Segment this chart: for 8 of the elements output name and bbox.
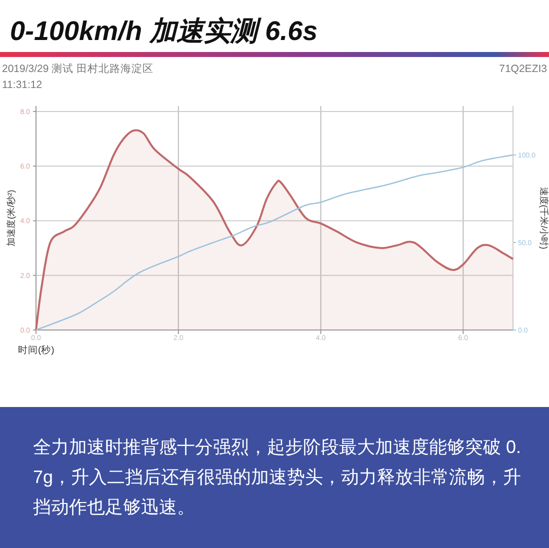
x-axis-title: 时间(秒) xyxy=(18,344,54,356)
chart-title: 0-100km/h 加速实测 6.6s xyxy=(10,16,318,46)
y2-axis-title: 速度(千米/小时) xyxy=(539,186,549,250)
text: 全力加速时推背感十分强烈，起步阶段最大加速度能够突破 0.7g，升入二挡后还有很强的加速势头，动力释放非常流畅，升挡动作也足够迅速。 xyxy=(33,437,522,517)
text: 71Q2EZI3 xyxy=(499,63,548,75)
text: 2019/3/29 测试 田村北路海淀区 xyxy=(2,62,154,75)
y-axis-title: 加速度(米/秒²) xyxy=(6,190,16,246)
text: 11:31:12 xyxy=(2,79,42,91)
